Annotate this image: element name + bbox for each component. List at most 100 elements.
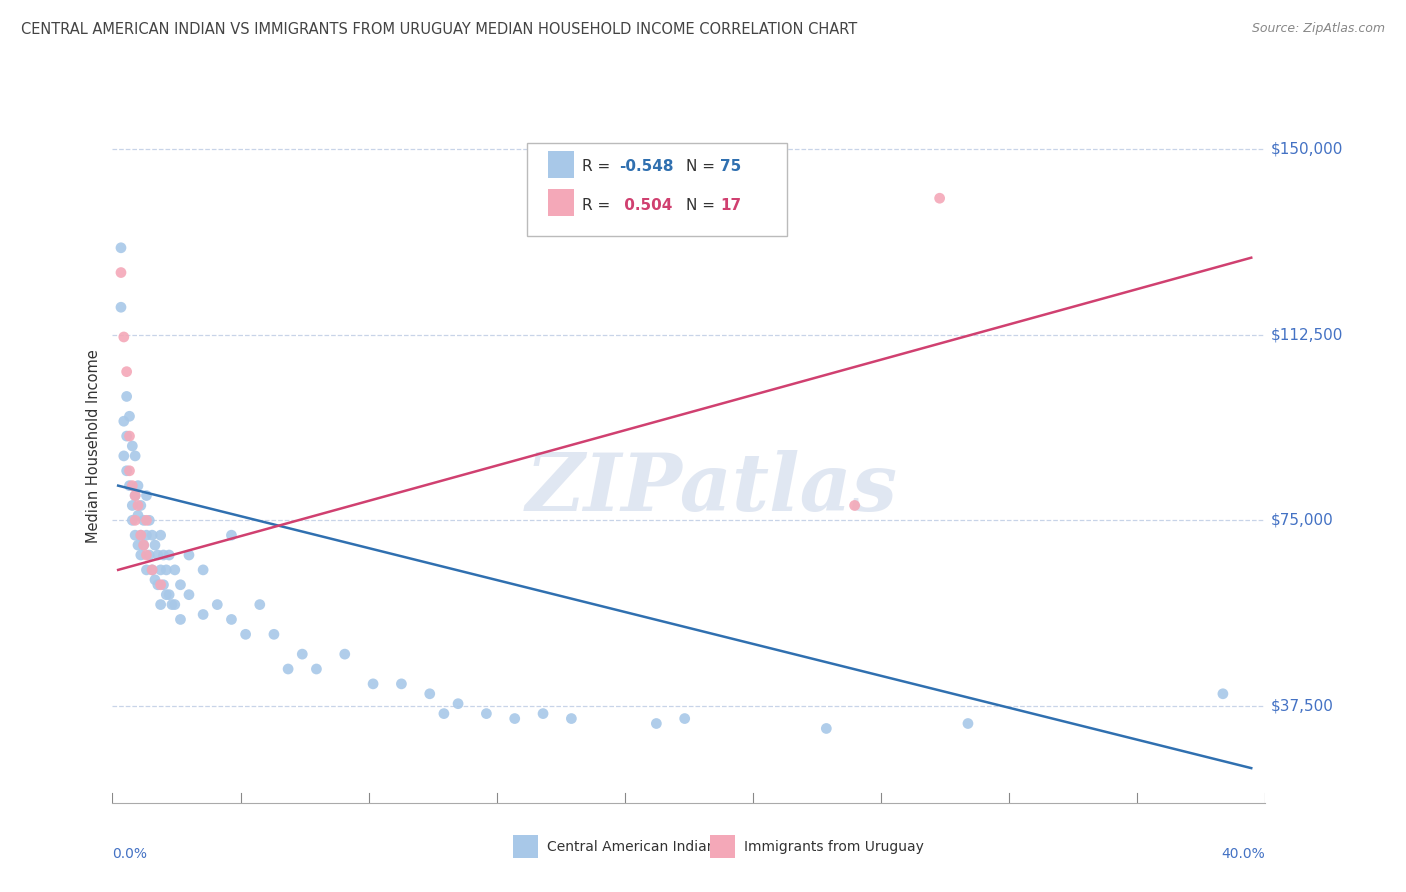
Point [191, 607, 214, 622]
Point [121, 439, 143, 453]
Point [115, 389, 138, 403]
Point [160, 598, 183, 612]
Point [207, 598, 229, 612]
Text: $75,000: $75,000 [1271, 513, 1334, 528]
Text: 75: 75 [720, 160, 741, 174]
Point [221, 612, 243, 626]
Point [1212, 687, 1234, 701]
Point [291, 647, 314, 661]
Point [263, 627, 285, 641]
Point [146, 548, 169, 562]
Point [132, 513, 155, 527]
Text: 17: 17 [720, 198, 741, 212]
Point [129, 548, 152, 562]
Point [503, 712, 526, 726]
Point [121, 499, 143, 513]
Text: Source: ZipAtlas.com: Source: ZipAtlas.com [1251, 22, 1385, 36]
Point [673, 712, 696, 726]
Point [121, 513, 143, 527]
Text: 0.0%: 0.0% [112, 847, 148, 862]
Text: $150,000: $150,000 [1271, 141, 1344, 156]
Point [928, 191, 950, 205]
Text: N =: N = [686, 160, 720, 174]
Point [129, 528, 152, 542]
Point [149, 563, 172, 577]
Point [146, 578, 169, 592]
Point [138, 513, 160, 527]
Point [110, 300, 132, 314]
Point [305, 662, 328, 676]
Point [124, 513, 146, 527]
Point [177, 588, 200, 602]
Text: R =: R = [582, 160, 616, 174]
Point [118, 429, 141, 443]
Point [115, 429, 138, 443]
Point [124, 489, 146, 503]
Point [391, 677, 413, 691]
Point [112, 330, 135, 344]
Y-axis label: Median Household Income: Median Household Income [86, 349, 101, 543]
Point [277, 662, 299, 676]
Point [121, 478, 143, 492]
Point [645, 716, 668, 731]
Point [169, 612, 191, 626]
Point [127, 499, 149, 513]
Point [475, 706, 498, 721]
Point [143, 538, 166, 552]
Point [249, 598, 271, 612]
Point [118, 409, 141, 424]
Text: -0.548: -0.548 [619, 160, 673, 174]
Point [135, 548, 157, 562]
Point [149, 598, 172, 612]
Point [124, 489, 146, 503]
Text: Central American Indians: Central American Indians [547, 839, 723, 854]
Point [361, 677, 384, 691]
Point [152, 578, 174, 592]
Point [110, 241, 132, 255]
Point [141, 528, 163, 542]
Point [132, 538, 155, 552]
Point [124, 449, 146, 463]
Point [127, 508, 149, 523]
Point [127, 538, 149, 552]
Point [163, 563, 186, 577]
Text: Immigrants from Uruguay: Immigrants from Uruguay [744, 839, 924, 854]
Point [419, 687, 441, 701]
Text: ZIPatlas: ZIPatlas [526, 450, 898, 527]
Point [221, 528, 243, 542]
Text: CENTRAL AMERICAN INDIAN VS IMMIGRANTS FROM URUGUAY MEDIAN HOUSEHOLD INCOME CORRE: CENTRAL AMERICAN INDIAN VS IMMIGRANTS FR… [21, 22, 858, 37]
Point [118, 464, 141, 478]
Point [152, 548, 174, 562]
Point [135, 528, 157, 542]
Point [132, 538, 155, 552]
Point [115, 464, 138, 478]
Point [138, 548, 160, 562]
Point [129, 528, 152, 542]
Point [815, 722, 838, 736]
Text: $112,500: $112,500 [1271, 327, 1344, 342]
Point [135, 513, 157, 527]
Point [157, 588, 180, 602]
Point [112, 414, 135, 428]
Point [333, 647, 356, 661]
Point [135, 489, 157, 503]
Point [118, 478, 141, 492]
Point [157, 548, 180, 562]
Point [447, 697, 470, 711]
Point [191, 563, 214, 577]
Point [143, 573, 166, 587]
Point [169, 578, 191, 592]
Text: R =: R = [582, 198, 616, 212]
Point [141, 563, 163, 577]
Point [155, 563, 177, 577]
Text: N =: N = [686, 198, 720, 212]
Text: $37,500: $37,500 [1271, 698, 1334, 714]
Point [844, 499, 866, 513]
Point [129, 499, 152, 513]
Point [560, 712, 582, 726]
Point [110, 266, 132, 280]
Point [124, 528, 146, 542]
Point [531, 706, 554, 721]
Point [956, 716, 979, 731]
Point [433, 706, 456, 721]
